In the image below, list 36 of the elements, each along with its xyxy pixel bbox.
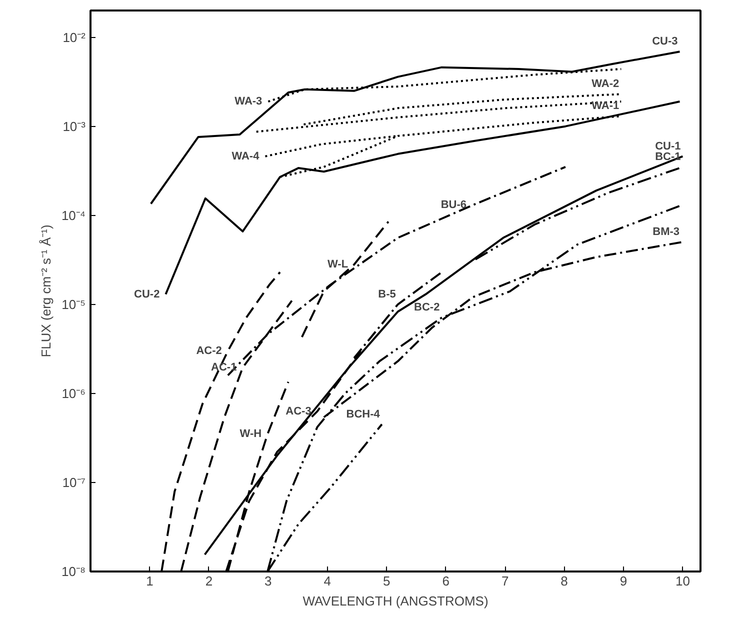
annotation: W-H <box>240 428 262 440</box>
y-tick-label: 10⁻⁸ <box>62 564 86 579</box>
annotation: WA-3 <box>234 96 262 108</box>
x-tick-label: 6 <box>442 574 450 588</box>
annotation: WA-1 <box>592 100 620 112</box>
annotation: CU-3 <box>652 36 678 48</box>
x-tick-label: 4 <box>324 574 332 588</box>
x-tick-label: 2 <box>205 574 213 588</box>
annotation: BC-2 <box>414 302 440 314</box>
annotation: AC-3 <box>286 405 312 418</box>
y-tick-label: 10⁻⁵ <box>62 296 86 312</box>
annotation: WA-4 <box>232 150 260 162</box>
annotation: CU-2 <box>134 288 160 300</box>
y-tick-label: 10⁻⁷ <box>62 474 86 490</box>
y-axis-title: FLUX (erg cm⁻² s⁻¹ Å⁻¹) <box>38 224 54 358</box>
annotation: W-L <box>328 258 348 271</box>
x-tick-label: 8 <box>560 574 568 588</box>
y-tick-label: 10⁻⁶ <box>62 386 86 401</box>
y-tick-label: 10⁻² <box>62 30 86 45</box>
annotation: AC-2 <box>196 344 222 357</box>
x-tick-label: 10 <box>676 574 690 588</box>
annotation: BM-3 <box>652 226 680 238</box>
annotation: WA-2 <box>592 78 620 90</box>
y-tick-label: 10⁻³ <box>62 118 86 134</box>
annotation: BU-6 <box>440 199 466 212</box>
annotation: BC-1 <box>655 150 681 163</box>
x-tick-label: 5 <box>383 574 390 588</box>
annotation: BCH-4 <box>346 408 381 420</box>
x-tick-label: 7 <box>501 574 509 588</box>
x-axis-title: WAVELENGTH (ANGSTROMS) <box>302 594 488 608</box>
x-tick-label: 1 <box>146 574 154 588</box>
annotation: CU-1 <box>655 140 681 152</box>
x-tick-label: 9 <box>620 574 628 588</box>
y-tick-label: 10⁻⁴ <box>61 208 86 223</box>
annotation: B-5 <box>378 288 396 300</box>
x-tick-label: 3 <box>264 574 272 588</box>
